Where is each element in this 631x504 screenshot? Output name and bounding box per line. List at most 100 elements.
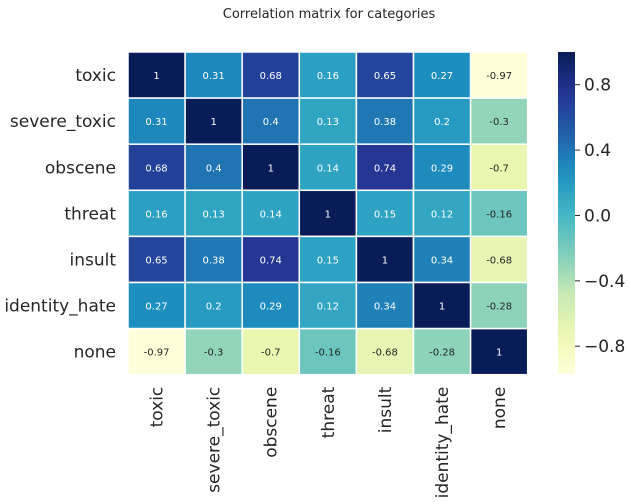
cell-value-label: 0.68 bbox=[145, 163, 167, 174]
cell-value-label: 0.68 bbox=[260, 71, 282, 82]
heatmap-cell bbox=[127, 51, 186, 99]
heatmap-cell bbox=[469, 97, 529, 145]
heatmap-cell bbox=[241, 327, 301, 376]
cell-value-label: 0.31 bbox=[145, 117, 167, 128]
column-labels: toxic severe_toxic obscene threat insult iden… bbox=[148, 386, 511, 498]
column-label: severe_toxic bbox=[205, 387, 225, 493]
cell-value-label: -0.28 bbox=[429, 348, 455, 359]
heatmap-cell bbox=[127, 189, 186, 238]
cell-value-label: 0.14 bbox=[317, 163, 339, 174]
cell-value-label: 0.2 bbox=[434, 117, 450, 128]
heatmap-cell bbox=[241, 143, 301, 192]
cell-value-label: 0.14 bbox=[260, 209, 282, 220]
cell-value-label: 0.16 bbox=[317, 71, 339, 82]
colorbar-tick-label: −0.4 bbox=[584, 272, 625, 292]
heatmap-cell bbox=[412, 327, 472, 376]
row-label: threat bbox=[64, 204, 116, 224]
heatmap-cell bbox=[241, 97, 301, 145]
cell-value-label: 0.74 bbox=[374, 163, 396, 174]
heatmap-cell bbox=[469, 281, 529, 330]
cell-value-label: 0.15 bbox=[317, 255, 339, 266]
cell-value-label: -0.7 bbox=[261, 348, 281, 359]
cell-value-label: -0.97 bbox=[486, 71, 512, 82]
cell-value-label: -0.16 bbox=[315, 348, 341, 359]
cell-value-label: -0.28 bbox=[486, 302, 512, 313]
cell-value-label: 0.4 bbox=[263, 117, 279, 128]
cell-value-label: -0.3 bbox=[204, 348, 224, 359]
cell-value-label: 0.31 bbox=[203, 71, 225, 82]
cell-value-label: 0.12 bbox=[431, 209, 453, 220]
column-label: obscene bbox=[262, 387, 282, 458]
heatmap-cell bbox=[412, 189, 472, 238]
cell-value-label: 0.74 bbox=[260, 255, 282, 266]
heatmap-cell bbox=[127, 281, 186, 330]
cell-value-label: 0.65 bbox=[145, 255, 167, 266]
cell-value-label: -0.68 bbox=[372, 348, 398, 359]
colorbar-tick-label: 0.4 bbox=[584, 141, 611, 161]
chart-title: Correlation matrix for categories bbox=[223, 7, 436, 22]
cell-value-label: 1 bbox=[325, 209, 331, 220]
heatmap-cell bbox=[355, 97, 415, 145]
heatmap-cells bbox=[127, 51, 529, 376]
column-label: none bbox=[490, 387, 510, 429]
cell-value-label: 0.2 bbox=[206, 302, 222, 313]
heatmap-cell bbox=[469, 143, 529, 192]
cell-value-label: 0.65 bbox=[374, 71, 396, 82]
heatmap-cell bbox=[469, 327, 529, 376]
column-label: insult bbox=[376, 386, 396, 433]
cell-value-label: 0.15 bbox=[374, 209, 396, 220]
heatmap-cell bbox=[241, 235, 301, 284]
cell-value-label: 0.12 bbox=[317, 302, 339, 313]
colorbar-tick-label: −0.8 bbox=[584, 337, 625, 357]
column-label: toxic bbox=[148, 387, 168, 428]
cell-value-label: 0.34 bbox=[374, 302, 396, 313]
colorbar-tick-label: 0.8 bbox=[584, 76, 611, 96]
heatmap-annotations: 1 0.31 0.68 0.16 0.65 0.27 -0.97 0.31 1 0.4 0.13 0.… bbox=[144, 71, 512, 359]
heatmap-cell bbox=[412, 51, 472, 99]
row-label: insult bbox=[69, 250, 116, 270]
heatmap-cell bbox=[127, 235, 186, 284]
cell-value-label: 1 bbox=[268, 163, 274, 174]
cell-value-label: -0.68 bbox=[486, 255, 512, 266]
cell-value-label: 0.38 bbox=[203, 255, 225, 266]
row-label: identity_hate bbox=[4, 297, 116, 317]
row-label: none bbox=[74, 343, 116, 363]
cell-value-label: 0.13 bbox=[317, 117, 339, 128]
cell-value-label: 0.13 bbox=[203, 209, 225, 220]
cell-value-label: -0.3 bbox=[489, 117, 509, 128]
heatmap-cell bbox=[184, 143, 243, 192]
cell-value-label: 0.29 bbox=[260, 302, 282, 313]
column-label: identity_hate bbox=[433, 387, 453, 499]
cell-value-label: 1 bbox=[496, 348, 502, 359]
cell-value-label: 0.38 bbox=[374, 117, 396, 128]
heatmap-cell bbox=[184, 51, 243, 99]
heatmap-cell bbox=[184, 189, 243, 238]
heatmap-cell bbox=[298, 143, 358, 192]
row-label: obscene bbox=[45, 158, 116, 178]
cell-value-label: 0.4 bbox=[206, 163, 222, 174]
heatmap-cell bbox=[298, 327, 358, 376]
cell-value-label: 1 bbox=[439, 302, 445, 313]
cell-value-label: 1 bbox=[210, 117, 216, 128]
cell-value-label: 0.27 bbox=[431, 71, 453, 82]
cell-value-label: 1 bbox=[382, 255, 388, 266]
cell-value-label: 1 bbox=[153, 71, 159, 82]
cell-value-label: -0.16 bbox=[486, 209, 512, 220]
cell-value-label: 0.27 bbox=[145, 302, 167, 313]
colorbar: 0.8 0.4 0.0 −0.4 −0.8 bbox=[558, 52, 625, 374]
heatmap-cell bbox=[184, 281, 243, 330]
cell-value-label: 0.16 bbox=[145, 209, 167, 220]
cell-value-label: -0.7 bbox=[489, 163, 509, 174]
colorbar-tick-label: 0.0 bbox=[584, 206, 611, 226]
row-label: severe_toxic bbox=[10, 112, 116, 132]
row-label: toxic bbox=[75, 66, 116, 86]
heatmap-cell bbox=[355, 143, 415, 192]
column-label: threat bbox=[319, 386, 339, 438]
cell-value-label: 0.34 bbox=[431, 255, 453, 266]
cell-value-label: -0.97 bbox=[144, 348, 170, 359]
heatmap-cell bbox=[127, 97, 186, 145]
cell-value-label: 0.29 bbox=[431, 163, 453, 174]
colorbar-gradient bbox=[558, 52, 575, 374]
